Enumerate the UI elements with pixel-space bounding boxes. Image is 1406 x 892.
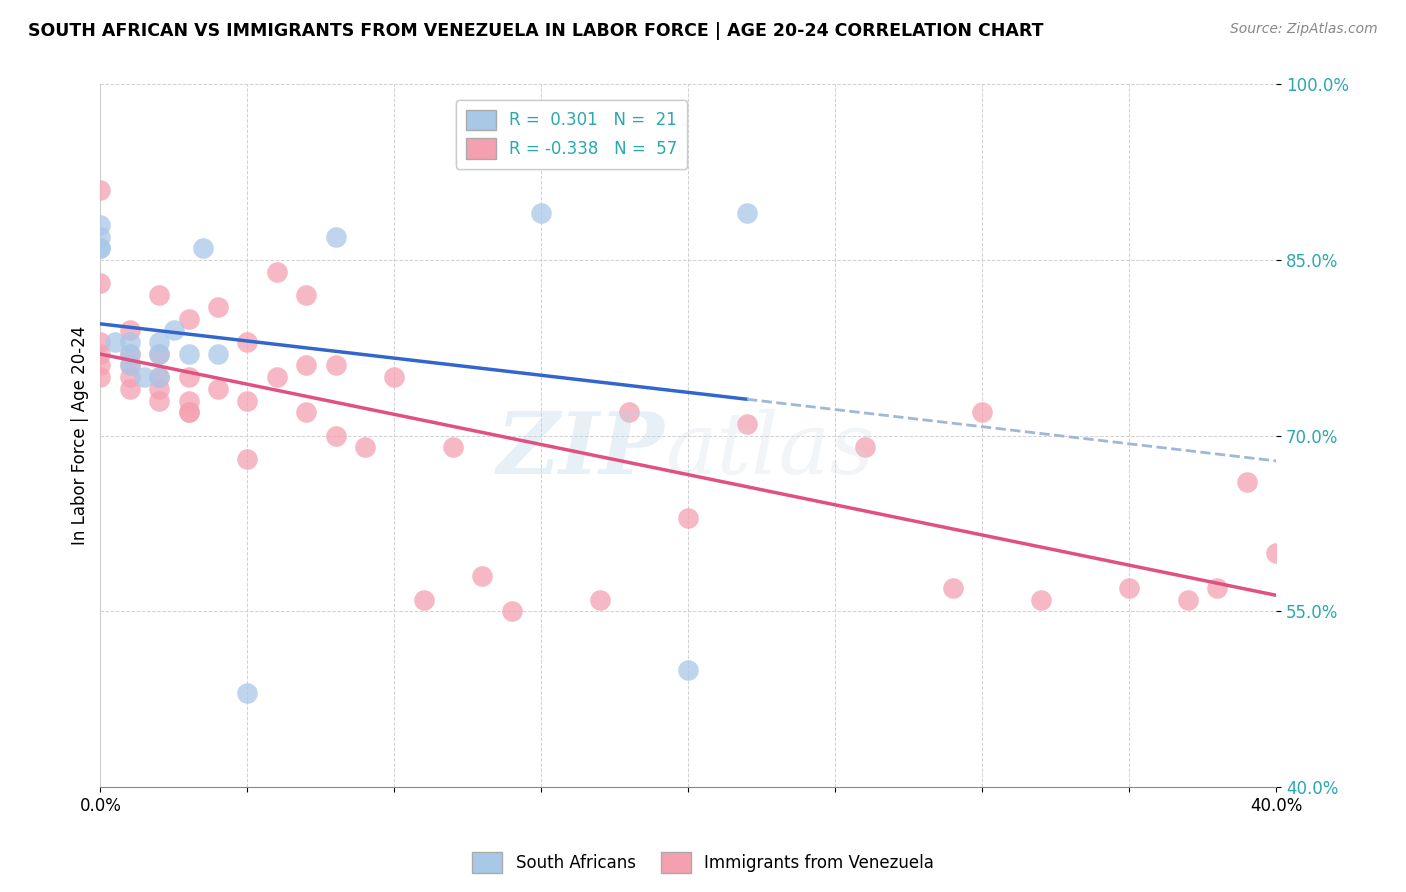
Point: [676, 663, 699, 677]
Legend: South Africans, Immigrants from Venezuela: South Africans, Immigrants from Venezuel…: [465, 846, 941, 880]
Point: [501, 604, 523, 618]
Point: [148, 370, 170, 384]
Point: [325, 359, 347, 373]
Point: [207, 382, 229, 396]
Point: [676, 510, 699, 524]
Point: [1029, 592, 1052, 607]
Point: [118, 370, 141, 384]
Point: [89, 277, 111, 291]
Point: [118, 347, 141, 361]
Point: [177, 311, 200, 326]
Point: [295, 405, 318, 419]
Point: [148, 370, 170, 384]
Point: [412, 592, 434, 607]
Point: [177, 405, 200, 419]
Point: [207, 300, 229, 314]
Point: [295, 288, 318, 302]
Point: [148, 393, 170, 408]
Point: [177, 405, 200, 419]
Point: [441, 441, 464, 455]
Point: [236, 393, 259, 408]
Point: [1118, 581, 1140, 595]
Text: ZIP: ZIP: [496, 408, 665, 491]
Point: [735, 417, 758, 431]
Point: [589, 592, 612, 607]
Point: [118, 347, 141, 361]
Point: [89, 218, 111, 232]
Point: [134, 370, 156, 384]
Point: [619, 405, 641, 419]
Point: [89, 347, 111, 361]
Point: [325, 229, 347, 244]
Point: [89, 241, 111, 255]
Legend: R =  0.301   N =  21, R = -0.338   N =  57: R = 0.301 N = 21, R = -0.338 N = 57: [456, 100, 688, 169]
Point: [193, 241, 215, 255]
Point: [89, 370, 111, 384]
Point: [118, 334, 141, 349]
Text: atlas: atlas: [665, 409, 875, 491]
Point: [89, 229, 111, 244]
Point: [735, 206, 758, 220]
Point: [163, 323, 186, 337]
Point: [266, 265, 288, 279]
Point: [471, 569, 494, 583]
Point: [148, 382, 170, 396]
Point: [118, 359, 141, 373]
Point: [1265, 546, 1288, 560]
Point: [325, 428, 347, 442]
Point: [972, 405, 994, 419]
Point: [236, 334, 259, 349]
Text: SOUTH AFRICAN VS IMMIGRANTS FROM VENEZUELA IN LABOR FORCE | AGE 20-24 CORRELATIO: SOUTH AFRICAN VS IMMIGRANTS FROM VENEZUE…: [28, 22, 1043, 40]
Point: [89, 183, 111, 197]
Point: [942, 581, 965, 595]
Point: [207, 347, 229, 361]
Point: [530, 206, 553, 220]
Point: [148, 347, 170, 361]
Point: [236, 686, 259, 700]
Point: [236, 452, 259, 467]
Point: [148, 288, 170, 302]
Point: [104, 334, 127, 349]
Point: [177, 347, 200, 361]
Point: [853, 441, 876, 455]
Point: [177, 370, 200, 384]
Point: [118, 359, 141, 373]
Point: [89, 241, 111, 255]
Point: [118, 323, 141, 337]
Text: Source: ZipAtlas.com: Source: ZipAtlas.com: [1230, 22, 1378, 37]
Point: [89, 359, 111, 373]
Point: [148, 334, 170, 349]
Point: [177, 393, 200, 408]
Point: [148, 347, 170, 361]
Point: [1177, 592, 1199, 607]
Point: [1236, 475, 1258, 490]
Point: [295, 359, 318, 373]
Y-axis label: In Labor Force | Age 20-24: In Labor Force | Age 20-24: [72, 326, 89, 545]
Point: [118, 382, 141, 396]
Point: [89, 334, 111, 349]
Point: [266, 370, 288, 384]
Point: [382, 370, 405, 384]
Point: [1206, 581, 1229, 595]
Point: [354, 441, 377, 455]
